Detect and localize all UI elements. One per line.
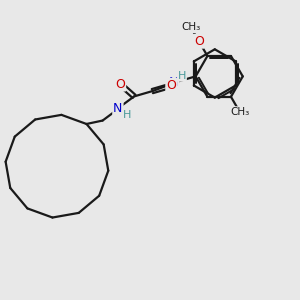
Text: N: N: [169, 76, 178, 89]
Text: CH₃: CH₃: [181, 22, 200, 32]
Text: N: N: [113, 102, 123, 115]
Text: O: O: [194, 35, 204, 48]
Text: O: O: [166, 79, 176, 92]
Text: O: O: [115, 77, 125, 91]
Text: CH₃: CH₃: [230, 107, 249, 117]
Text: H: H: [123, 110, 131, 120]
Polygon shape: [196, 56, 243, 97]
Text: H: H: [178, 71, 186, 81]
Polygon shape: [194, 49, 236, 98]
